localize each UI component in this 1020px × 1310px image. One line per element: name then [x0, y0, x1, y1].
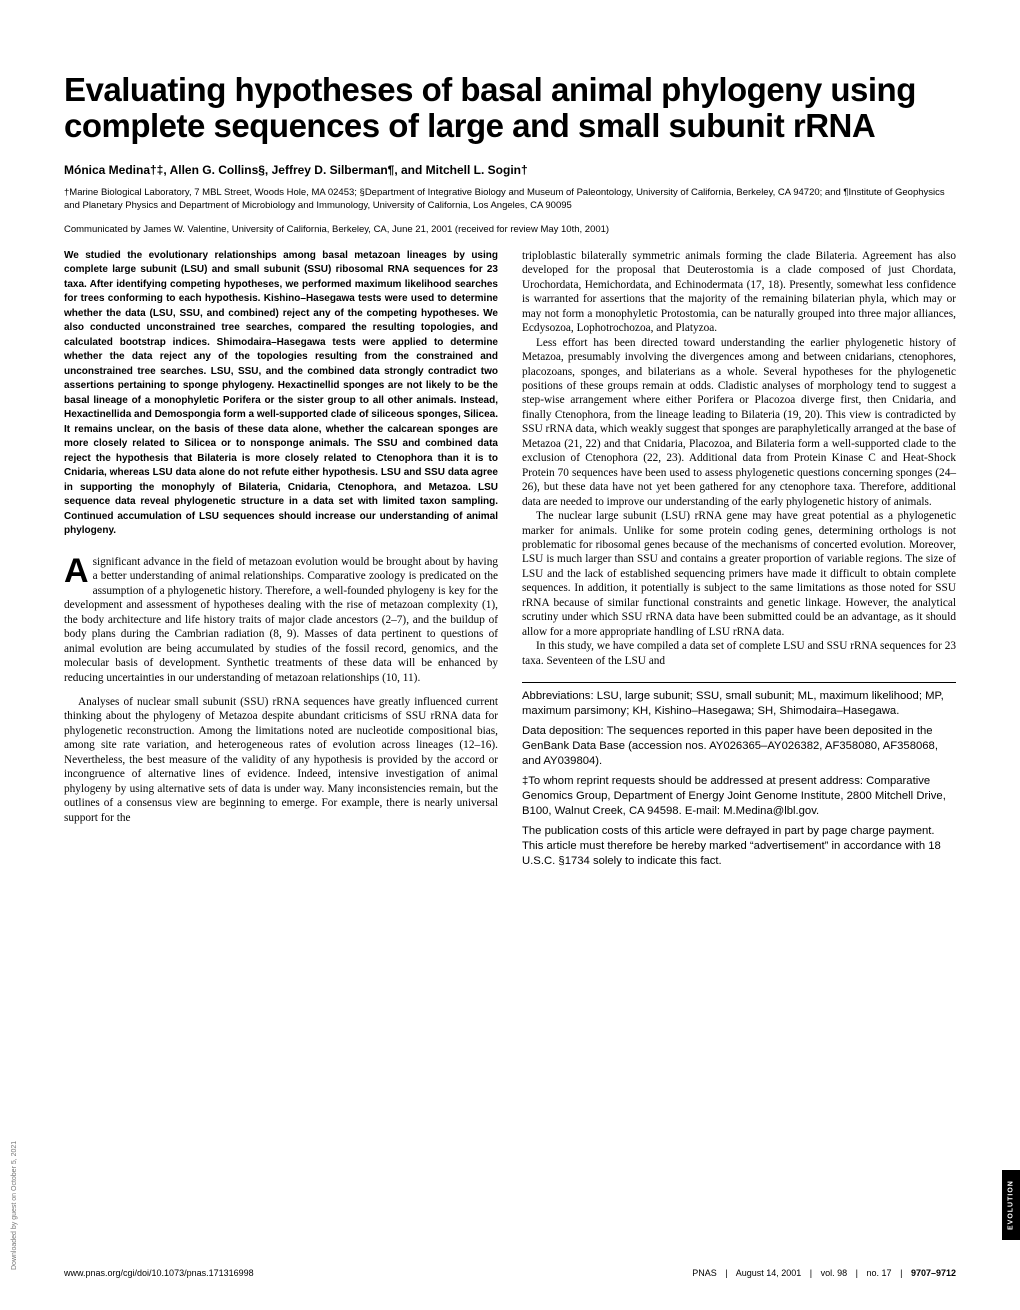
- separator-icon: |: [856, 1268, 858, 1278]
- footer-doi: www.pnas.org/cgi/doi/10.1073/pnas.171316…: [64, 1268, 254, 1278]
- separator-icon: |: [900, 1268, 902, 1278]
- footnotes-block: Abbreviations: LSU, large subunit; SSU, …: [522, 682, 956, 868]
- abstract-text: We studied the evolutionary relationship…: [64, 249, 498, 539]
- footer-vol: vol. 98: [821, 1268, 848, 1278]
- footer-date: August 14, 2001: [736, 1268, 802, 1278]
- section-tab-evolution: EVOLUTION: [1002, 1170, 1020, 1240]
- communicated-line: Communicated by James W. Valentine, Univ…: [64, 224, 956, 235]
- footnote-reprint: ‡To whom reprint requests should be addr…: [522, 774, 956, 818]
- two-column-body: We studied the evolutionary relationship…: [64, 249, 956, 875]
- affiliations: †Marine Biological Laboratory, 7 MBL Str…: [64, 187, 956, 212]
- author-list: Mónica Medina†‡, Allen G. Collins§, Jeff…: [64, 163, 956, 177]
- left-column: We studied the evolutionary relationship…: [64, 249, 498, 875]
- download-watermark: Downloaded by guest on October 5, 2021: [11, 1141, 18, 1270]
- body-para-r4: In this study, we have compiled a data s…: [522, 639, 956, 668]
- separator-icon: |: [810, 1268, 812, 1278]
- separator-icon: |: [725, 1268, 727, 1278]
- body-text: significant advance in the field of meta…: [64, 556, 498, 684]
- dropcap-letter: A: [64, 555, 93, 586]
- footer-issue: no. 17: [867, 1268, 892, 1278]
- body-para-1: A significant advance in the field of me…: [64, 555, 498, 685]
- footer-journal: PNAS: [692, 1268, 717, 1278]
- body-para-r2: Less effort has been directed toward und…: [522, 336, 956, 509]
- footer-pages: 9707–9712: [911, 1268, 956, 1278]
- body-para-2: Analyses of nuclear small subunit (SSU) …: [64, 695, 498, 825]
- body-para-r1: triploblastic bilaterally symmetric anim…: [522, 249, 956, 336]
- footer-right: PNAS | August 14, 2001 | vol. 98 | no. 1…: [692, 1268, 956, 1278]
- footnote-abbrev: Abbreviations: LSU, large subunit; SSU, …: [522, 689, 956, 718]
- right-column: triploblastic bilaterally symmetric anim…: [522, 249, 956, 875]
- body-para-r3: The nuclear large subunit (LSU) rRNA gen…: [522, 509, 956, 639]
- footnote-deposition: Data deposition: The sequences reported …: [522, 724, 956, 768]
- article-title: Evaluating hypotheses of basal animal ph…: [64, 72, 956, 143]
- page-footer: www.pnas.org/cgi/doi/10.1073/pnas.171316…: [64, 1268, 956, 1278]
- footnote-advert: The publication costs of this article we…: [522, 824, 956, 868]
